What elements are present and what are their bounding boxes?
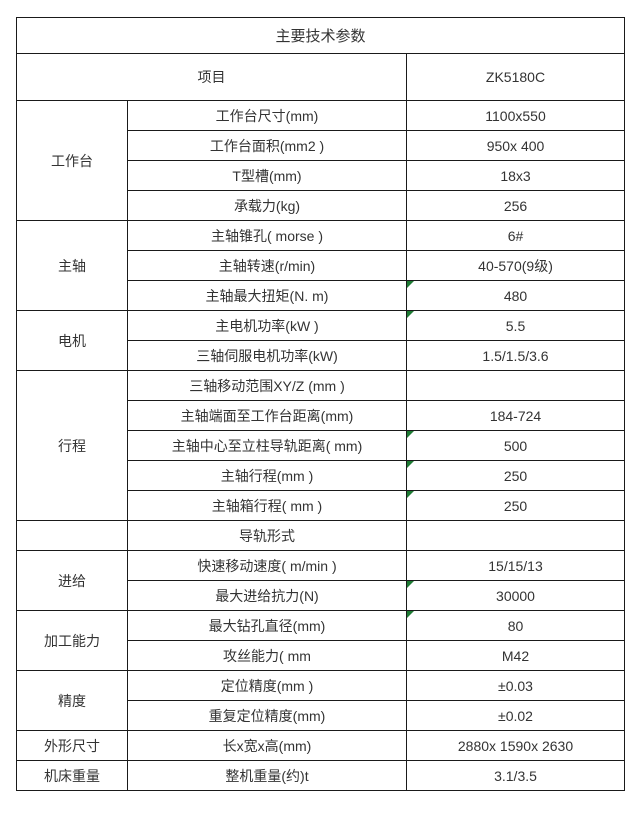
table-row: 工作台 工作台尺寸(mm) 1100x550 xyxy=(16,100,626,221)
value-cell: 1100x550 xyxy=(405,100,626,131)
param-cell: 定位精度(mm ) xyxy=(127,670,407,701)
header-item-cell: 项目 xyxy=(16,53,407,101)
table-row: 行程 三轴移动范围XY/Z (mm ) xyxy=(16,370,626,521)
group-cell: 行程 xyxy=(16,370,128,521)
table-row: 机床重量 整机重量(约)t 3.1/3.5 xyxy=(16,760,626,791)
param-cell: 主电机功率(kW ) xyxy=(127,310,407,341)
param-cell: T型槽(mm) xyxy=(127,160,407,191)
param-cell: 主轴行程(mm ) xyxy=(127,460,407,491)
value-cell: 3.1/3.5 xyxy=(405,760,626,791)
group-cell: 加工能力 xyxy=(16,610,128,671)
value-cell: 256 xyxy=(405,190,626,221)
table-row: 外形尺寸 长x宽x高(mm) 2880x 1590x 2630 xyxy=(16,730,626,761)
table-row: 工作台面积(mm2 ) 950x 400 xyxy=(17,130,626,161)
value-cell: 40-570(9级) xyxy=(405,250,626,281)
param-cell: 主轴端面至工作台距离(mm) xyxy=(127,400,407,431)
table-row: 攻丝能力( mm M42 xyxy=(17,640,626,671)
param-cell: 主轴转速(r/min) xyxy=(127,250,407,281)
param-cell: 主轴中心至立柱导轨距离( mm) xyxy=(127,430,407,461)
header-model-cell: ZK5180C xyxy=(405,53,626,101)
param-cell: 工作台面积(mm2 ) xyxy=(127,130,407,161)
param-cell: 导轨形式 xyxy=(127,520,407,551)
value-cell: 500 xyxy=(405,430,626,461)
param-cell: 主轴锥孔( morse ) xyxy=(127,220,407,251)
value-cell xyxy=(405,520,626,551)
value-cell: 15/15/13 xyxy=(405,550,626,581)
spec-table: 主要技术参数 项目 ZK5180C 工作台 工作台尺寸(mm) 1100x550… xyxy=(15,17,626,791)
table-row: 导轨形式 xyxy=(16,520,626,551)
param-cell: 承载力(kg) xyxy=(127,190,407,221)
table-row: 主轴行程(mm ) 250 xyxy=(17,460,626,491)
group-cell: 进给 xyxy=(16,550,128,611)
param-cell: 主轴箱行程( mm ) xyxy=(127,490,407,521)
value-cell: 250 xyxy=(405,460,626,491)
table-row: 主轴转速(r/min) 40-570(9级) xyxy=(17,250,626,281)
param-cell: 长x宽x高(mm) xyxy=(127,730,407,761)
value-cell: 30000 xyxy=(405,580,626,611)
value-cell: 250 xyxy=(405,490,626,521)
table-row: 主要技术参数 xyxy=(15,17,626,54)
param-cell: 攻丝能力( mm xyxy=(127,640,407,671)
param-cell: 主轴最大扭矩(N. m) xyxy=(127,280,407,311)
table-row: 进给 快速移动速度( m/min ) 15/15/13 xyxy=(16,550,626,611)
table-row: 承载力(kg) 256 xyxy=(17,190,626,221)
param-cell: 工作台尺寸(mm) xyxy=(127,100,407,131)
value-cell: 950x 400 xyxy=(405,130,626,161)
group-cell: 工作台 xyxy=(16,100,128,221)
table-row: 加工能力 最大钻孔直径(mm) 80 xyxy=(16,610,626,671)
value-cell: 2880x 1590x 2630 xyxy=(405,730,626,761)
group-cell: 外形尺寸 xyxy=(16,730,128,761)
value-cell: 1.5/1.5/3.6 xyxy=(405,340,626,371)
value-cell: ±0.02 xyxy=(405,700,626,731)
value-cell xyxy=(405,370,626,401)
value-cell: M42 xyxy=(405,640,626,671)
table-row: 主轴中心至立柱导轨距离( mm) 500 xyxy=(17,430,626,461)
value-cell: 80 xyxy=(405,610,626,641)
group-cell: 机床重量 xyxy=(16,760,128,791)
table-row: 项目 ZK5180C xyxy=(16,53,626,101)
group-cell xyxy=(16,520,128,551)
table-row: 主轴箱行程( mm ) 250 xyxy=(17,490,626,521)
value-cell: 5.5 xyxy=(405,310,626,341)
group-cell: 精度 xyxy=(16,670,128,731)
param-cell: 三轴移动范围XY/Z (mm ) xyxy=(127,370,407,401)
table-row: T型槽(mm) 18x3 xyxy=(17,160,626,191)
param-cell: 重复定位精度(mm) xyxy=(127,700,407,731)
value-cell: ±0.03 xyxy=(405,670,626,701)
table-row: 主轴最大扭矩(N. m) 480 xyxy=(17,280,626,311)
param-cell: 快速移动速度( m/min ) xyxy=(127,550,407,581)
group-cell: 主轴 xyxy=(16,220,128,311)
table-row: 最大进给抗力(N) 30000 xyxy=(17,580,626,611)
param-cell: 最大钻孔直径(mm) xyxy=(127,610,407,641)
table-title: 主要技术参数 xyxy=(15,17,626,54)
value-cell: 480 xyxy=(405,280,626,311)
value-cell: 18x3 xyxy=(405,160,626,191)
value-cell: 6# xyxy=(405,220,626,251)
param-cell: 三轴伺服电机功率(kW) xyxy=(127,340,407,371)
table-row: 主轴端面至工作台距离(mm) 184-724 xyxy=(17,400,626,431)
value-cell: 184-724 xyxy=(405,400,626,431)
param-cell: 整机重量(约)t xyxy=(127,760,407,791)
table-row: 主轴 主轴锥孔( morse ) 6# xyxy=(16,220,626,311)
table-row: 电机 主电机功率(kW ) 5.5 xyxy=(16,310,626,371)
param-cell: 最大进给抗力(N) xyxy=(127,580,407,611)
table-row: 精度 定位精度(mm ) ±0.03 xyxy=(16,670,626,731)
group-cell: 电机 xyxy=(16,310,128,371)
